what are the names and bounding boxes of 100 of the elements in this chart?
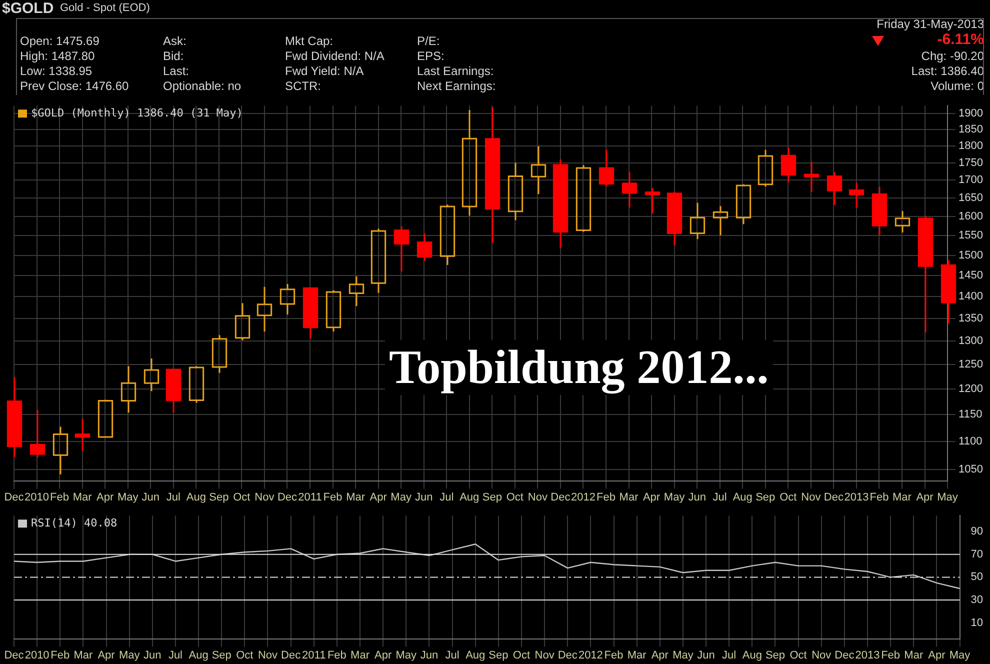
x-tick-label: Feb [327,649,346,662]
x-tick-label: Jul [722,649,736,662]
x-tick-label: Apr [96,491,114,504]
candlestick [918,215,934,334]
candlestick [644,187,660,214]
candlestick [166,368,182,414]
x-tick-label: Oct [512,649,530,662]
x-tick-label: Feb [50,649,70,662]
x-tick-label: 2011 [298,491,322,504]
x-tick-label: Mar [350,649,370,662]
x-tick-label: 2010 [24,491,50,504]
legend-label: RSI(14) 40.08 [31,516,118,530]
x-tick-label: Aug [188,649,208,662]
text: Mkt Cap: [285,34,334,48]
y-tick-label: 1550 [958,230,984,242]
y-tick-label: 1900 [958,107,984,120]
x-tick-label: Apr [374,649,392,662]
x-tick-label: Mar [72,491,92,504]
x-tick-label: Aug [466,649,486,662]
x-tick-label: May [664,491,686,504]
x-tick-label: Nov [254,491,275,504]
y-tick-label: 1800 [958,140,984,152]
x-tick-label: Jun [142,491,160,504]
x-tick-label: Sep [209,491,229,504]
text: Fwd Yield: N/A [285,64,364,78]
x-tick-label: Sep [482,491,502,504]
y-tick-label: 1250 [958,358,984,371]
x-tick-label: Oct [506,491,524,504]
text: Friday 31-May-2013 [876,17,984,31]
x-tick-label: Aug [732,491,752,504]
y-tick-label: 1650 [958,192,984,204]
candlestick [30,409,46,458]
y-tick-label: 1700 [958,174,984,186]
text: P/E: [417,34,440,48]
x-tick-label: Feb [870,491,889,504]
text: Last Earnings: [417,64,494,78]
x-tick-label: May [390,491,412,504]
x-tick-label: 2010 [24,649,50,662]
candlestick [256,286,272,332]
x-tick-label: Dec [281,649,302,662]
y-tick-label: 1200 [958,383,984,396]
x-tick-label: Sep [756,491,776,504]
candlestick [690,202,706,240]
x-tick-label: Mar [619,491,639,504]
candlestick [234,302,250,341]
candlestick [780,146,796,184]
x-tick-label: Oct [780,491,797,504]
x-tick-label: Nov [812,649,832,662]
x-tick-label: Apr [98,649,116,662]
x-tick-label: Jun [414,491,433,504]
x-tick-label: Nov [801,491,822,504]
candlestick [74,418,90,452]
candlestick [462,109,478,217]
legend-label: $GOLD (Monthly) 1386.40 (31 May) [31,106,243,120]
text: Next Earnings: [417,79,496,93]
candlestick [598,149,614,188]
x-tick-label: Apr [642,491,660,504]
y-tick-label: 1100 [958,435,982,448]
x-tick-label: Apr [928,649,946,662]
x-tick-label: Jun [688,491,706,504]
y-tick-label: 30 [970,594,984,606]
text: Last: 1386.40 [911,64,984,78]
candlestick [666,190,682,246]
text: Prev Close: 1476.60 [20,79,129,93]
candlestick [508,162,524,222]
candlestick [622,171,638,208]
text: Optionable: no [163,79,242,93]
candlestick [848,182,864,208]
candlestick [440,204,456,266]
x-tick-label: Feb [596,491,616,504]
x-tick-label: 2013 [855,649,880,662]
x-tick-label: Sep [765,649,786,662]
chart-title: $GOLD [2,0,54,17]
candlestick [894,210,910,234]
chart-subtitle: Gold - Spot (EOD) [60,2,150,14]
candlestick [52,426,68,476]
x-tick-label: Jul [445,649,460,662]
text: Last: [163,64,190,78]
text: Chg: -90.20 [921,49,984,63]
x-tick-label: Feb [50,491,70,504]
y-tick-label: 1450 [958,270,984,282]
candlestick [120,365,136,414]
y-tick-label: 1300 [958,335,984,348]
text: SCTR: [285,79,321,93]
x-tick-label: 2012 [578,649,603,662]
x-tick-label: 2012 [570,491,596,504]
x-tick-label: Apr [916,491,934,504]
candlestick [6,376,22,458]
text: Bid: [163,49,184,63]
candlestick [144,358,160,392]
candlestick [370,228,386,294]
candlestick [394,226,410,272]
x-tick-label: Aug [742,649,762,662]
candlestick [804,161,820,193]
x-tick-label: May [118,649,140,662]
candlestick [280,283,296,316]
x-tick-label: Sep [212,649,232,662]
x-tick-label: Apr [651,649,669,662]
y-tick-label: 50 [970,571,984,584]
x-tick-label: Oct [236,649,254,662]
